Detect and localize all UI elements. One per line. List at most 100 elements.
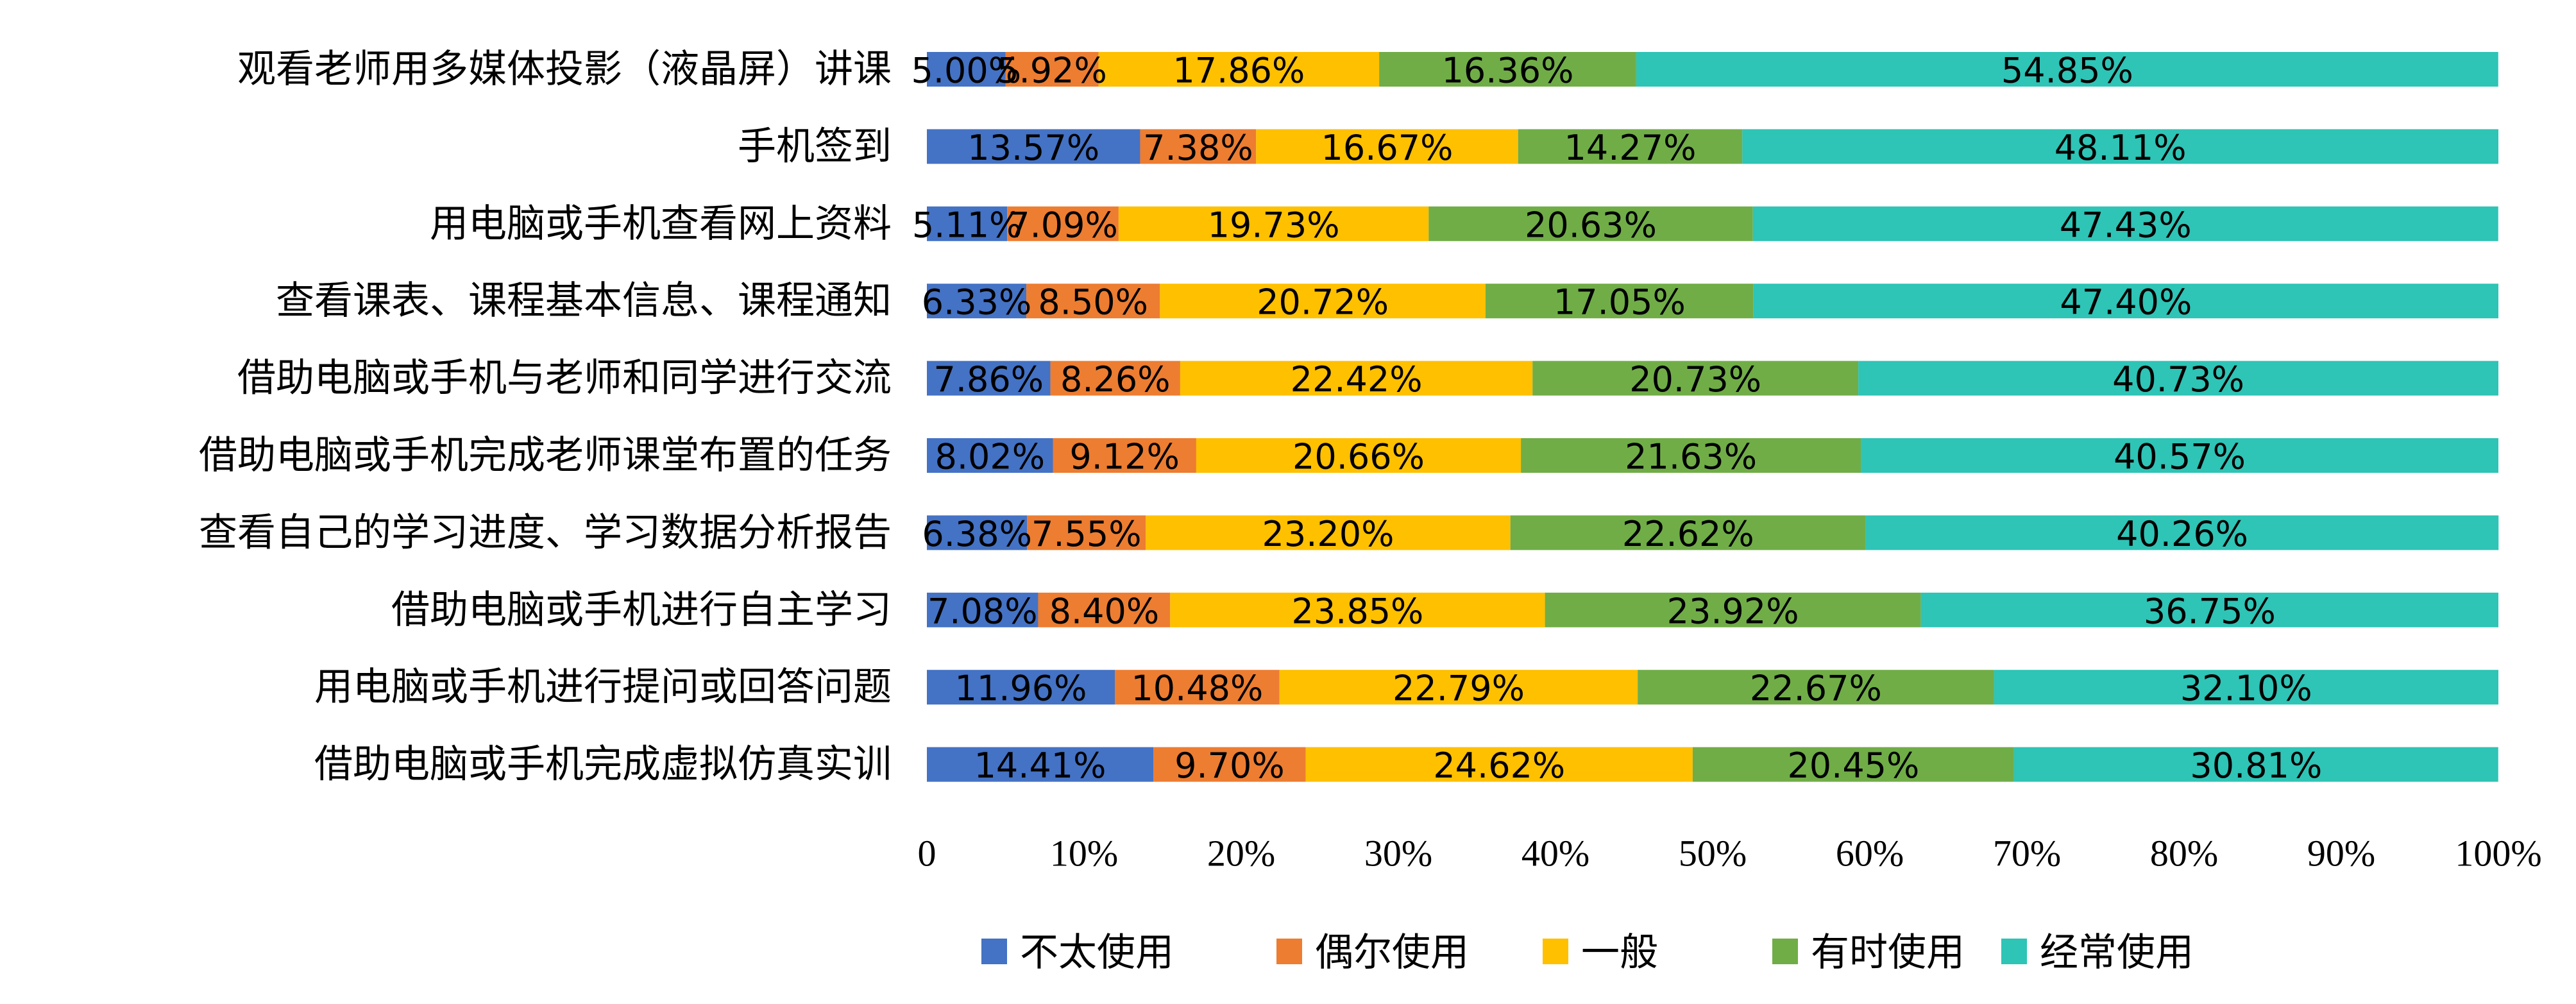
legend-label: 有时使用 [1811, 930, 1965, 975]
legend-label: 不太使用 [1020, 930, 1174, 975]
legend-label: 经常使用 [2040, 930, 2194, 975]
x-tick-label: 40% [1521, 833, 1589, 874]
data-label: 30.81% [2190, 745, 2322, 786]
bar-segment [1007, 206, 1119, 241]
bar-segment [927, 206, 1008, 241]
bar-segment [1305, 747, 1693, 782]
data-label: 8.40% [1049, 591, 1160, 631]
bar-segment [1170, 592, 1545, 627]
data-label: 48.11% [2055, 128, 2187, 168]
bar-segment [1638, 670, 1994, 705]
bar-segment [1053, 438, 1196, 473]
bar-segment [1140, 129, 1257, 164]
data-label: 40.26% [2116, 514, 2248, 554]
data-label: 22.42% [1291, 359, 1423, 400]
data-label: 20.73% [1629, 359, 1761, 400]
data-label: 8.50% [1038, 282, 1148, 323]
bar-segment [1160, 284, 1486, 319]
data-label: 47.40% [2060, 282, 2192, 323]
data-label: 22.79% [1393, 668, 1525, 709]
data-label: 14.27% [1564, 128, 1697, 168]
bar-segment [1026, 284, 1160, 319]
data-label: 22.67% [1750, 668, 1882, 709]
bar-segment [2013, 747, 2498, 782]
data-label: 36.75% [2144, 591, 2276, 631]
bar-segment [1196, 438, 1521, 473]
data-label: 16.67% [1321, 128, 1453, 168]
bar-segment [1532, 361, 1859, 396]
data-label: 6.33% [922, 282, 1032, 323]
legend-swatch [1772, 939, 1798, 964]
data-label: 40.73% [2112, 359, 2244, 400]
data-label: 7.86% [934, 359, 1044, 400]
data-label: 40.57% [2114, 437, 2246, 477]
data-label: 14.41% [974, 745, 1106, 786]
category-label: 借助电脑或手机完成老师课堂布置的任务 [199, 433, 892, 478]
bar-segment [1858, 361, 2498, 396]
bar-segment [1428, 206, 1753, 241]
data-label: 20.72% [1257, 282, 1389, 323]
bar-segment [1636, 52, 2498, 87]
bar-segment [1256, 129, 1518, 164]
category-label: 用电脑或手机查看网上资料 [430, 201, 892, 246]
data-label: 9.12% [1069, 437, 1180, 477]
x-tick-label: 70% [1993, 833, 2061, 874]
data-label: 21.63% [1625, 437, 1757, 477]
bar-segment [1038, 592, 1171, 627]
data-label: 6.38% [922, 514, 1032, 554]
x-tick-label: 10% [1050, 833, 1118, 874]
bar-segment [927, 515, 1028, 550]
bar-segment [1485, 284, 1754, 319]
data-label: 9.70% [1174, 745, 1285, 786]
bar-segment [1521, 438, 1861, 473]
bar-segment [1027, 515, 1146, 550]
bar-segment [927, 129, 1140, 164]
data-label: 23.92% [1667, 591, 1799, 631]
bar-segment [1994, 670, 2498, 705]
bar-segment [1510, 515, 1866, 550]
bar-segment [1742, 129, 2498, 164]
data-label: 8.26% [1060, 359, 1171, 400]
bar-segment [1153, 747, 1306, 782]
data-label: 5.92% [997, 51, 1107, 91]
data-label: 8.02% [935, 437, 1045, 477]
bar-segment [1865, 515, 2499, 550]
bar-segment [1115, 670, 1280, 705]
category-label: 手机签到 [738, 124, 892, 169]
category-label: 观看老师用多媒体投影（液晶屏）讲课 [237, 47, 892, 92]
data-label: 54.85% [2001, 51, 2133, 91]
category-axis-labels: 观看老师用多媒体投影（液晶屏）讲课手机签到用电脑或手机查看网上资料查看课表、课程… [199, 47, 892, 787]
data-label: 24.62% [1433, 745, 1565, 786]
bar-segment [1146, 515, 1511, 550]
bar-segment [1753, 284, 2498, 319]
data-label: 20.66% [1292, 437, 1425, 477]
data-label: 20.45% [1787, 745, 1919, 786]
bar-segment [927, 592, 1038, 627]
legend-swatch [1276, 939, 1302, 964]
bar-segment [1118, 206, 1429, 241]
x-tick-label: 50% [1679, 833, 1747, 874]
data-label: 47.43% [2060, 205, 2192, 245]
data-label: 11.96% [955, 668, 1087, 709]
data-label: 5.11% [912, 205, 1022, 245]
bar-segment [1545, 592, 1921, 627]
data-label: 7.08% [928, 591, 1038, 631]
data-label: 23.20% [1262, 514, 1394, 554]
data-label: 17.05% [1554, 282, 1686, 323]
bar-segment [927, 670, 1115, 705]
value-axis-tick-labels: 0 10% 20% 30% 40% 50% 60% 70% 80% 90% 100% [918, 833, 2542, 874]
bar-segment [1379, 52, 1636, 87]
bar-segment [1180, 361, 1533, 396]
data-label: 17.86% [1173, 51, 1305, 91]
data-label: 5.00% [911, 51, 1021, 91]
data-label: 23.85% [1291, 591, 1423, 631]
x-tick-label: 30% [1364, 833, 1432, 874]
legend-swatch [1543, 939, 1568, 964]
legend: 不太使用 偶尔使用 一般 有时使用 经常使用 [981, 930, 2194, 975]
x-tick-label: 100% [2455, 833, 2541, 874]
legend-swatch [2001, 939, 2027, 964]
bar-segment [1279, 670, 1638, 705]
bar-segment [1098, 52, 1380, 87]
x-tick-label: 60% [1836, 833, 1904, 874]
data-label: 7.55% [1031, 514, 1142, 554]
